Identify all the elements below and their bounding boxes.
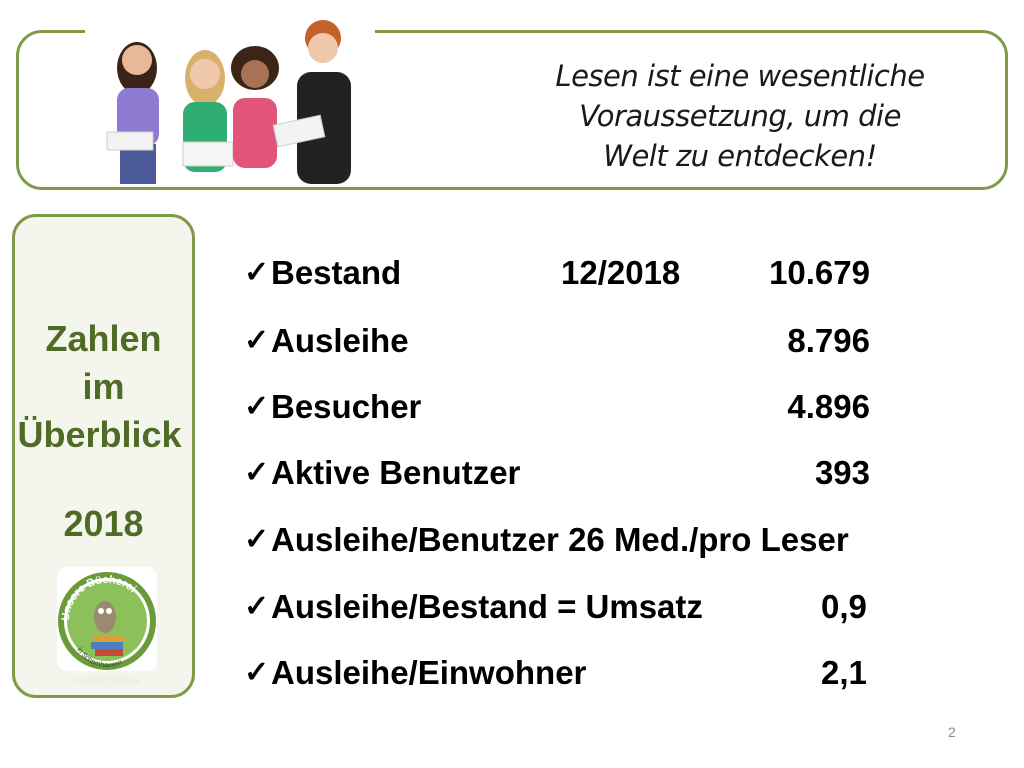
quote-line-2: Voraussetzung, um die	[579, 99, 901, 133]
stat-label: Ausleihe/Bestand = Umsatz	[271, 588, 703, 625]
check-icon: ✓	[244, 256, 270, 289]
check-icon: ✓	[244, 656, 270, 689]
sidebar-panel: Zahlen im Überblick 2018 Unsere Bücherei…	[12, 214, 195, 698]
check-icon: ✓	[244, 523, 270, 556]
stat-value: 4.896	[787, 388, 870, 425]
sidebar-title-line-3: Überblick	[17, 414, 182, 455]
children-reading-photo	[85, 8, 375, 186]
check-icon: ✓	[244, 590, 270, 623]
stat-label: Besucher	[271, 388, 422, 425]
stat-label: Ausleihe/Einwohner	[271, 654, 587, 691]
check-icon: ✓	[244, 324, 270, 357]
stat-label: Aktive Benutzer	[271, 454, 521, 491]
stat-label: Ausleihe/Benutzer 26 Med./pro Leser	[271, 521, 849, 558]
stat-label: Bestand	[271, 254, 402, 291]
stat-value: 0,9	[821, 588, 867, 625]
stat-value: 2,1	[821, 654, 867, 691]
quote-line-3: Welt zu entdecken!	[603, 139, 877, 173]
page-number: 2	[948, 724, 956, 740]
stat-value: 10.679	[769, 254, 870, 291]
check-icon: ✓	[244, 456, 270, 489]
sidebar-title-line-2: im	[82, 366, 125, 407]
stat-date: 12/2018	[561, 254, 681, 291]
sidebar-title-line-1: Zahlen	[45, 318, 162, 359]
quote-text: Lesen ist eine wesentliche Voraussetzung…	[460, 56, 1020, 176]
sidebar-year: 2018	[63, 503, 144, 544]
stat-value: 393	[814, 454, 870, 491]
check-icon: ✓	[244, 390, 270, 423]
stat-value: 8.796	[787, 322, 870, 359]
quote-line-1: Lesen ist eine wesentliche	[555, 59, 925, 93]
sidebar-title: Zahlen im Überblick	[15, 315, 192, 459]
stat-label: Ausleihe	[271, 322, 409, 359]
stats-list: ✓ Bestand 12/2018 10.679 ✓ Ausleihe 8.79…	[244, 0, 1004, 700]
library-logo: Unsere Bücherei in Scharnhausen	[57, 567, 157, 687]
